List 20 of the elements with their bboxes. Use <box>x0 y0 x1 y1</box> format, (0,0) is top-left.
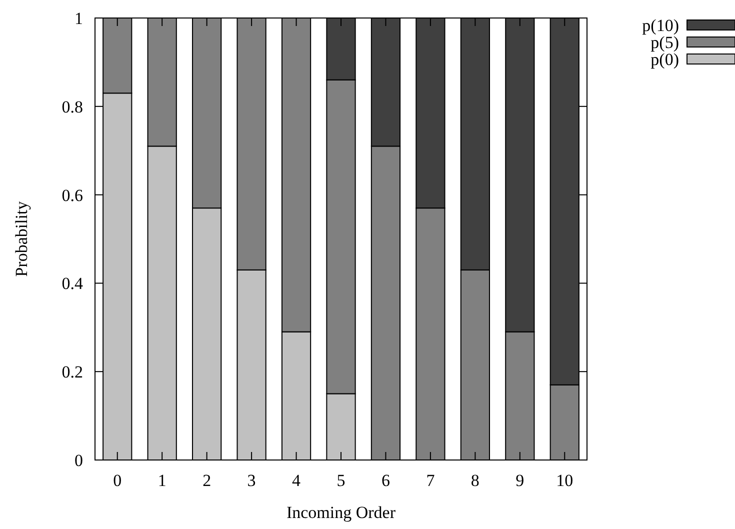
x-tick-label: 10 <box>556 471 574 490</box>
x-tick-label: 4 <box>292 471 302 490</box>
y-tick-label: 0.2 <box>62 362 83 382</box>
x-tick-label: 3 <box>247 471 256 490</box>
x-tick-label: 2 <box>202 471 212 490</box>
y-tick-label: 0.4 <box>62 274 84 294</box>
x-tick-label: 0 <box>113 471 122 490</box>
legend-label: p(10) <box>642 16 679 35</box>
y-tick-label: 0 <box>74 450 83 470</box>
x-tick-label: 9 <box>516 471 524 490</box>
x-tick-label: 7 <box>426 471 436 490</box>
y-tick-label: 0.6 <box>62 186 83 205</box>
y-tick-label: 1 <box>74 8 83 28</box>
y-axis-title: Probability <box>12 200 31 277</box>
y-tick-label: 0.8 <box>62 97 83 116</box>
x-tick-label: 6 <box>381 471 390 490</box>
x-axis-title: Incoming Order <box>286 503 396 522</box>
x-tick-label: 8 <box>470 471 480 490</box>
x-tick-label: 5 <box>336 471 346 490</box>
x-tick-label: 1 <box>158 471 166 490</box>
